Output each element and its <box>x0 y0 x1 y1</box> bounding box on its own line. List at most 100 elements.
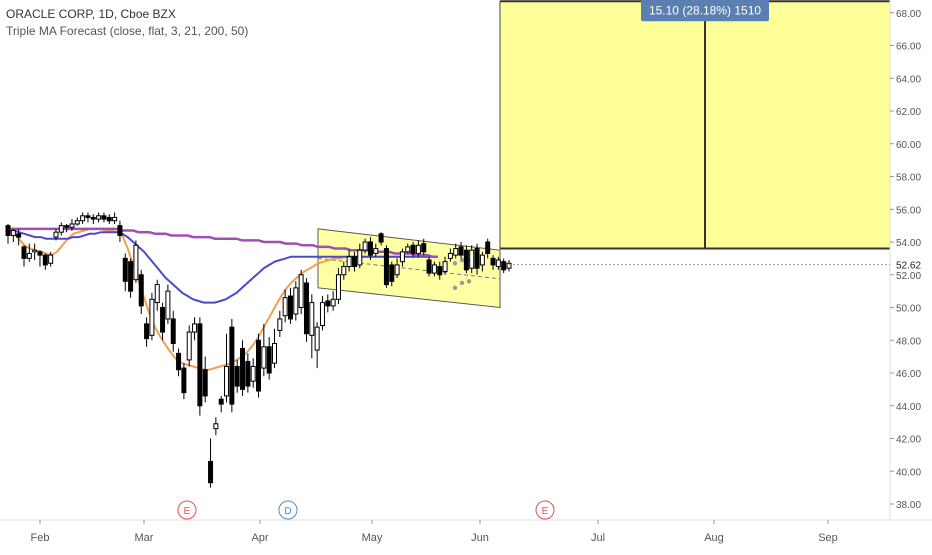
candle-body[interactable] <box>469 249 475 269</box>
earnings-event-marker[interactable] <box>535 500 555 520</box>
candle-body[interactable] <box>154 284 160 304</box>
candle-body[interactable] <box>421 243 427 253</box>
candle-body[interactable] <box>256 339 262 392</box>
candle-body[interactable] <box>42 254 48 266</box>
candle-body[interactable] <box>399 251 405 263</box>
candle-body[interactable] <box>197 323 203 407</box>
candle-body[interactable] <box>298 274 304 308</box>
candle-body[interactable] <box>287 295 293 320</box>
candle-body[interactable] <box>330 298 336 307</box>
candle-body[interactable] <box>378 233 384 243</box>
candle-body[interactable] <box>80 215 86 222</box>
candle-body[interactable] <box>48 254 54 264</box>
candle-body[interactable] <box>224 365 230 397</box>
candle-body[interactable] <box>341 266 347 276</box>
candle-body[interactable] <box>101 215 107 220</box>
candle-body[interactable] <box>16 233 22 238</box>
candle-body[interactable] <box>293 287 299 315</box>
candle-body[interactable] <box>144 323 150 340</box>
candle-body[interactable] <box>165 290 171 320</box>
candle-body[interactable] <box>431 264 437 274</box>
candle-body[interactable] <box>181 367 187 394</box>
candle-body[interactable] <box>122 257 128 282</box>
candle-body[interactable] <box>218 398 224 405</box>
candle-body[interactable] <box>186 331 192 361</box>
candle-body[interactable] <box>21 246 27 259</box>
candle-body[interactable] <box>74 220 80 225</box>
candle-body[interactable] <box>479 254 485 266</box>
candle-body[interactable] <box>346 256 352 268</box>
candle-body[interactable] <box>383 248 389 286</box>
candle-body[interactable] <box>442 261 448 272</box>
candle-body[interactable] <box>37 251 43 256</box>
candle-body[interactable] <box>112 216 118 222</box>
candle-body[interactable] <box>506 262 512 269</box>
candle-body[interactable] <box>319 302 325 327</box>
candle-body[interactable] <box>357 249 363 266</box>
candle-body[interactable] <box>447 252 453 259</box>
candle-body[interactable] <box>272 343 277 364</box>
candle-body[interactable] <box>229 326 235 405</box>
candle-body[interactable] <box>213 423 219 430</box>
candle-body[interactable] <box>245 361 251 387</box>
candle-body[interactable] <box>389 264 395 282</box>
candle-body[interactable] <box>149 298 155 336</box>
symbol-title[interactable]: ORACLE CORP, 1D, Cboe BZX <box>6 7 176 21</box>
dividend-event-marker[interactable] <box>278 500 298 520</box>
candle-body[interactable] <box>26 252 32 259</box>
candle-body[interactable] <box>405 246 411 253</box>
candle-body[interactable] <box>362 241 368 251</box>
candle-body[interactable] <box>303 282 309 335</box>
candle-body[interactable] <box>335 274 341 300</box>
candle-body[interactable] <box>160 307 166 333</box>
candle-body[interactable] <box>325 300 331 307</box>
candle-body[interactable] <box>5 225 11 236</box>
candle-body[interactable] <box>192 323 198 333</box>
candle-body[interactable] <box>266 346 272 374</box>
candle-body[interactable] <box>282 297 288 317</box>
candle-body[interactable] <box>117 225 123 236</box>
candle-body[interactable] <box>426 259 432 274</box>
candle-body[interactable] <box>351 256 357 268</box>
candle-body[interactable] <box>85 215 91 218</box>
candle-body[interactable] <box>410 244 416 254</box>
candle-body[interactable] <box>10 230 16 236</box>
candle-body[interactable] <box>96 215 102 220</box>
candle-body[interactable] <box>394 264 400 276</box>
candle-body[interactable] <box>53 231 59 238</box>
candle-body[interactable] <box>309 302 315 336</box>
candle-body[interactable] <box>495 259 501 268</box>
candle-body[interactable] <box>501 261 507 271</box>
candle-body[interactable] <box>170 318 176 345</box>
candle-body[interactable] <box>138 274 144 307</box>
indicator-label[interactable]: Triple MA Forecast (close, flat, 3, 21, … <box>6 24 249 38</box>
candle-body[interactable] <box>277 318 283 331</box>
candle-body[interactable] <box>128 261 134 292</box>
candle-body[interactable] <box>133 244 139 281</box>
candle-body[interactable] <box>415 244 421 254</box>
candle-body[interactable] <box>202 369 208 397</box>
measure-box[interactable] <box>499 0 891 250</box>
candle-body[interactable] <box>240 347 246 390</box>
earnings-event-marker[interactable] <box>177 500 197 520</box>
candle-body[interactable] <box>250 365 256 382</box>
candle-body[interactable] <box>69 223 75 228</box>
candle-body[interactable] <box>261 346 267 369</box>
candle-body[interactable] <box>453 248 459 256</box>
candle-body[interactable] <box>176 352 182 371</box>
candle-body[interactable] <box>234 365 240 387</box>
candle-body[interactable] <box>208 460 214 484</box>
candle-body[interactable] <box>485 241 491 254</box>
candle-body[interactable] <box>463 249 469 271</box>
candle-body[interactable] <box>58 225 64 233</box>
candle-body[interactable] <box>437 266 443 276</box>
candle-body[interactable] <box>314 326 320 351</box>
candle-body[interactable] <box>373 248 379 254</box>
candle-body[interactable] <box>458 246 464 256</box>
candle-body[interactable] <box>490 257 496 266</box>
candle-body[interactable] <box>367 241 373 256</box>
candle-body[interactable] <box>32 249 38 253</box>
candle-body[interactable] <box>90 216 96 220</box>
